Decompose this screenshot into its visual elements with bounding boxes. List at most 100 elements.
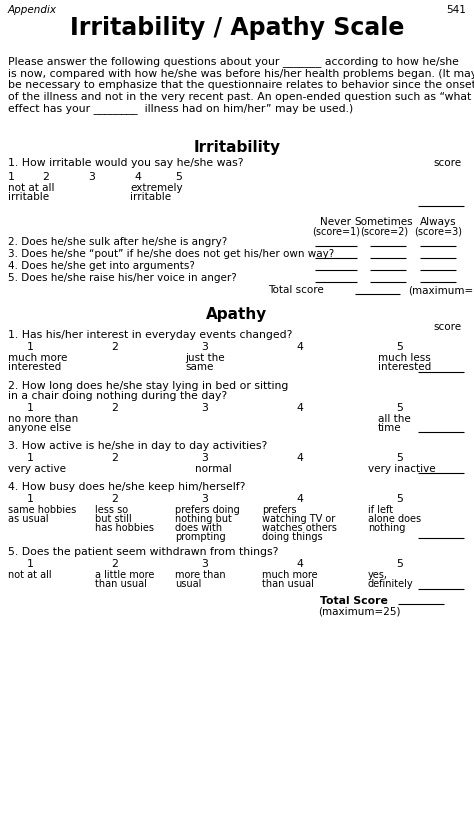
Text: more than: more than (175, 570, 226, 580)
Text: alone does: alone does (368, 513, 421, 523)
Text: than usual: than usual (95, 578, 147, 588)
Text: nothing: nothing (368, 522, 405, 532)
Text: 4: 4 (134, 171, 141, 182)
Text: does with: does with (175, 522, 222, 532)
Text: very inactive: very inactive (368, 464, 436, 474)
Text: 1: 1 (27, 342, 34, 352)
Text: not at all: not at all (8, 183, 55, 193)
Text: usual: usual (175, 578, 201, 588)
Text: 1. How irritable would you say he/she was?: 1. How irritable would you say he/she wa… (8, 158, 244, 168)
Text: 5. Does the patient seem withdrawn from things?: 5. Does the patient seem withdrawn from … (8, 546, 278, 556)
Text: score: score (434, 321, 462, 331)
Text: 2: 2 (111, 402, 118, 412)
Text: 3. How active is he/she in day to day activities?: 3. How active is he/she in day to day ac… (8, 440, 267, 450)
Text: irritable: irritable (130, 192, 171, 202)
Text: interested: interested (8, 362, 61, 372)
Text: (score=2): (score=2) (360, 226, 408, 236)
Text: prefers doing: prefers doing (175, 504, 240, 514)
Text: 4: 4 (297, 452, 303, 463)
Text: 2: 2 (111, 558, 118, 568)
Text: as usual: as usual (8, 513, 49, 523)
Text: Always: Always (419, 217, 456, 227)
Text: Irritability / Apathy Scale: Irritability / Apathy Scale (70, 16, 404, 40)
Text: same: same (185, 362, 213, 372)
Text: 1: 1 (27, 558, 34, 568)
Text: interested: interested (378, 362, 431, 372)
Text: extremely: extremely (130, 183, 182, 193)
Text: 3: 3 (201, 558, 209, 568)
Text: prompting: prompting (175, 532, 226, 542)
Text: (score=1): (score=1) (312, 226, 360, 236)
Text: no more than: no more than (8, 413, 78, 423)
Text: 1: 1 (27, 493, 34, 503)
Text: just the: just the (185, 353, 225, 363)
Text: but still: but still (95, 513, 132, 523)
Text: (score=3): (score=3) (414, 226, 462, 236)
Text: 2: 2 (42, 171, 49, 182)
Text: 3: 3 (201, 342, 209, 352)
Text: (maximum=25): (maximum=25) (318, 606, 401, 616)
Text: Irritability: Irritability (193, 140, 281, 155)
Text: much more: much more (262, 570, 318, 580)
Text: doing things: doing things (262, 532, 323, 542)
Text: than usual: than usual (262, 578, 314, 588)
Text: 4: 4 (297, 402, 303, 412)
Text: in a chair doing nothing during the day?: in a chair doing nothing during the day? (8, 391, 227, 401)
Text: normal: normal (195, 464, 232, 474)
Text: 5: 5 (397, 558, 403, 568)
Text: Never: Never (320, 217, 352, 227)
Text: 1. Has his/her interest in everyday events changed?: 1. Has his/her interest in everyday even… (8, 330, 292, 339)
Text: not at all: not at all (8, 570, 52, 580)
Text: a little more: a little more (95, 570, 155, 580)
Text: Sometimes: Sometimes (355, 217, 413, 227)
Text: 4: 4 (297, 493, 303, 503)
Text: watches others: watches others (262, 522, 337, 532)
Text: Apathy: Apathy (206, 306, 268, 321)
Text: definitely: definitely (368, 578, 414, 588)
Text: 4. How busy does he/she keep him/herself?: 4. How busy does he/she keep him/herself… (8, 481, 246, 491)
Text: 2: 2 (111, 342, 118, 352)
Text: 4: 4 (297, 558, 303, 568)
Text: less so: less so (95, 504, 128, 514)
Text: 4: 4 (297, 342, 303, 352)
Text: all the: all the (378, 413, 411, 423)
Text: 5. Does he/she raise his/her voice in anger?: 5. Does he/she raise his/her voice in an… (8, 272, 237, 282)
Text: score: score (434, 158, 462, 168)
Text: 4. Does he/she get into arguments?: 4. Does he/she get into arguments? (8, 261, 195, 271)
Text: watching TV or: watching TV or (262, 513, 335, 523)
Text: 2. Does he/she sulk after he/she is angry?: 2. Does he/she sulk after he/she is angr… (8, 237, 227, 247)
Text: if left: if left (368, 504, 393, 514)
Text: has hobbies: has hobbies (95, 522, 154, 532)
Text: 3: 3 (88, 171, 95, 182)
Text: 5: 5 (175, 171, 182, 182)
Text: 2: 2 (111, 452, 118, 463)
Text: 1: 1 (27, 452, 34, 463)
Text: 3: 3 (201, 402, 209, 412)
Text: much less: much less (378, 353, 431, 363)
Text: same hobbies: same hobbies (8, 504, 76, 514)
Text: 5: 5 (397, 342, 403, 352)
Text: 541: 541 (446, 5, 466, 15)
Text: yes,: yes, (368, 570, 388, 580)
Text: much more: much more (8, 353, 67, 363)
Text: 2. How long does he/she stay lying in bed or sitting: 2. How long does he/she stay lying in be… (8, 381, 288, 391)
Text: Please answer the following questions about your _______ according to how he/she: Please answer the following questions ab… (8, 56, 474, 114)
Text: irritable: irritable (8, 192, 49, 202)
Text: 1: 1 (8, 171, 15, 182)
Text: time: time (378, 422, 401, 432)
Text: 3: 3 (201, 452, 209, 463)
Text: 1: 1 (27, 402, 34, 412)
Text: 5: 5 (397, 402, 403, 412)
Text: nothing but: nothing but (175, 513, 232, 523)
Text: Appendix: Appendix (8, 5, 57, 15)
Text: 3: 3 (201, 493, 209, 503)
Text: 2: 2 (111, 493, 118, 503)
Text: 3. Does he/she “pout” if he/she does not get his/her own way?: 3. Does he/she “pout” if he/she does not… (8, 248, 334, 258)
Text: anyone else: anyone else (8, 422, 71, 432)
Text: 5: 5 (397, 493, 403, 503)
Text: very active: very active (8, 464, 66, 474)
Text: (maximum=17): (maximum=17) (408, 285, 474, 295)
Text: 5: 5 (397, 452, 403, 463)
Text: prefers: prefers (262, 504, 297, 514)
Text: Total Score: Total Score (320, 595, 388, 605)
